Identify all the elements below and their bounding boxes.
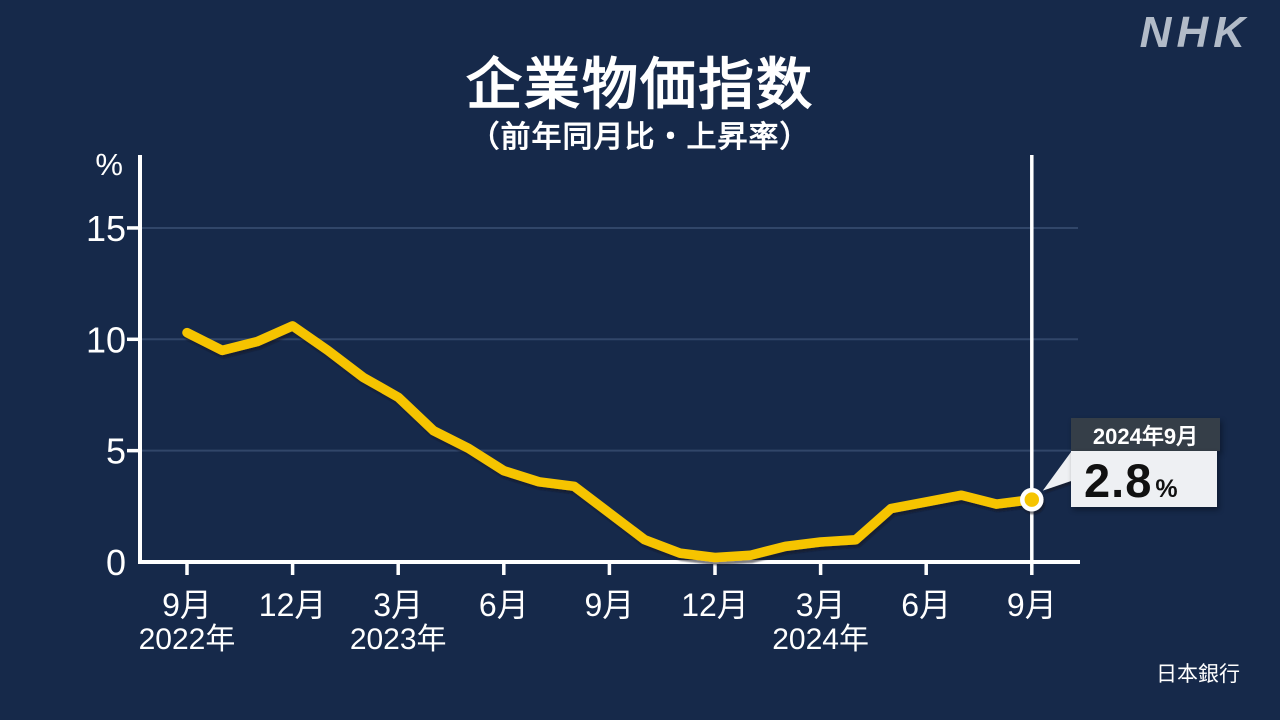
xtick-month-label: 9月 bbox=[584, 587, 634, 623]
xtick-month-label: 12月 bbox=[259, 587, 327, 623]
highlight-marker bbox=[1020, 487, 1044, 512]
xtick-month-label: 6月 bbox=[479, 587, 529, 623]
callout-value-unit: % bbox=[1155, 475, 1178, 503]
xtick-year-label: 2023年 bbox=[350, 623, 447, 656]
axes bbox=[127, 155, 1080, 575]
data-series bbox=[182, 321, 1071, 563]
ytick-label-10: 10 bbox=[86, 319, 126, 360]
xtick-month-label: 3月 bbox=[796, 587, 846, 623]
xtick-year-label: 2024年 bbox=[772, 623, 869, 656]
ytick-label-15: 15 bbox=[86, 208, 126, 249]
xtick-month-label: 9月 bbox=[162, 587, 212, 623]
gridlines bbox=[140, 226, 1078, 452]
callout-date-badge: 2024年9月 bbox=[1071, 418, 1220, 451]
page-title: 企業物価指数 bbox=[466, 53, 814, 116]
callout-value-number: 2.8 bbox=[1084, 454, 1153, 507]
xtick-month-label: 6月 bbox=[901, 587, 951, 623]
ytick-label-0: 0 bbox=[106, 542, 126, 583]
xtick-year-label: 2022年 bbox=[139, 623, 236, 656]
nhk-logo: NHK bbox=[1139, 8, 1250, 57]
y-unit-label: % bbox=[95, 147, 123, 182]
page-subtitle: （前年同月比・上昇率） bbox=[469, 121, 811, 154]
callout-pointer bbox=[1042, 452, 1071, 491]
xtick-month-label: 3月 bbox=[373, 587, 423, 623]
xtick-month-label: 9月 bbox=[1007, 587, 1057, 623]
xtick-month-label: 12月 bbox=[681, 587, 749, 623]
callout-value-box: 2.8 % bbox=[1071, 451, 1217, 507]
series-line bbox=[182, 321, 1037, 563]
source-label: 日本銀行 bbox=[1156, 663, 1240, 686]
ytick-label-5: 5 bbox=[106, 431, 126, 472]
